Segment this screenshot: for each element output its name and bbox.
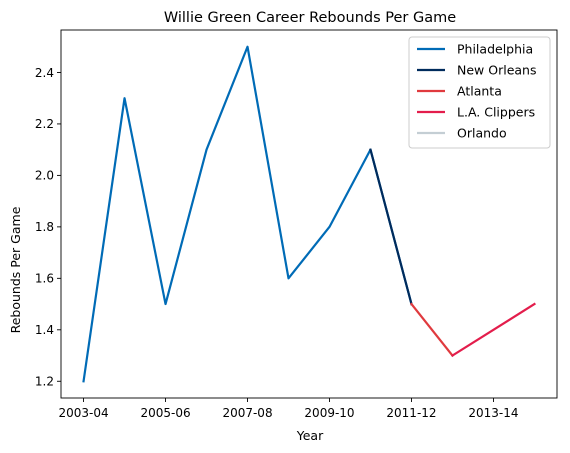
y-tick-label: 1.6: [35, 272, 54, 286]
legend-label: Atlanta: [457, 84, 502, 99]
y-tick-label: 2.2: [35, 117, 54, 131]
y-tick-label: 2.0: [35, 169, 54, 183]
y-axis-label: Rebounds Per Game: [8, 206, 23, 333]
plot-frame: [60, 29, 558, 399]
y-tick-label: 2.4: [35, 66, 54, 80]
chart-title: Willie Green Career Rebounds Per Game: [164, 10, 456, 26]
y-tick-label: 1.4: [35, 323, 54, 337]
x-tick-label: 2013-14: [468, 406, 518, 420]
legend-label: Philadelphia: [457, 42, 533, 57]
x-tick-label: 2005-06: [140, 406, 190, 420]
x-tick-label: 2007-08: [222, 406, 272, 420]
plot-area: [82, 45, 536, 383]
x-tick-label: 2011-12: [386, 406, 436, 420]
x-tick-label: 2003-04: [58, 406, 108, 420]
y-tick-label: 1.2: [35, 375, 54, 389]
legend-box: [408, 36, 551, 149]
series-line-1: [369, 148, 413, 306]
legend-label: New Orleans: [457, 63, 536, 78]
legend: Philadelphia New Orleans Atlanta L.A. Clipp…: [408, 36, 551, 149]
x-tick-label: 2009-10: [304, 406, 354, 420]
legend-label: L.A. Clippers: [457, 105, 535, 120]
legend-label: Orlando: [457, 126, 507, 141]
x-axis-label: Year: [296, 428, 324, 443]
series-line-3: [450, 302, 536, 358]
y-tick-label: 1.8: [35, 220, 54, 234]
axes: 2003-04 2005-06 2007-08 2009-10 2011-12 2013-…: [35, 29, 558, 420]
series-line-0: [82, 45, 413, 383]
series-line-2: [409, 302, 455, 358]
